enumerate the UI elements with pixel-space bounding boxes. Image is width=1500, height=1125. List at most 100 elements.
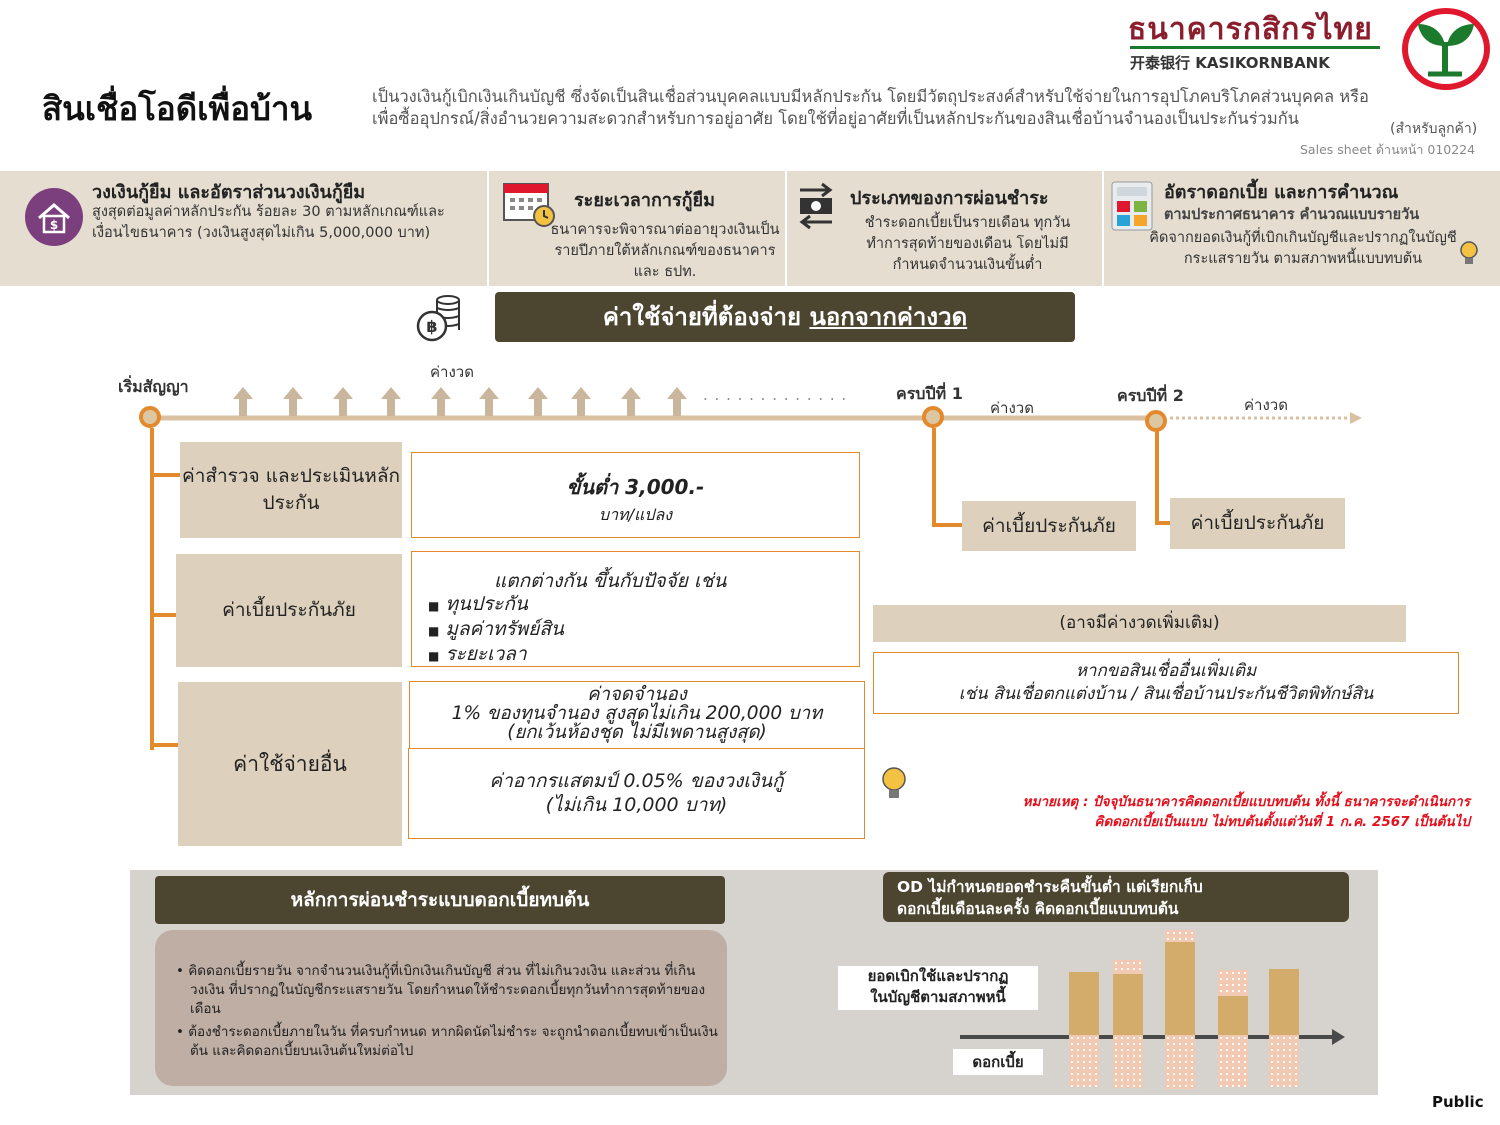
mortgage-fee-rate: 1% ของทุนจำนอง สูงสุดไม่เกิน 200,000 บาท — [451, 703, 823, 724]
extra-installment-header: (อาจมีค่างวดเพิ่มเติม) — [873, 605, 1406, 642]
installment-arrow-icon — [283, 387, 303, 416]
insurance-fee-value-box: แตกต่างกัน ขึ้นกับปัจจัย เช่น ■ ทุนประกั… — [411, 551, 860, 667]
interest-bar — [1165, 930, 1195, 942]
principle-list: • คิดดอกเบี้ยรายวัน จากจำนวนเงินกู้ที่เบ… — [172, 962, 720, 1065]
list-item: ■ มูลค่าทรัพย์สิน — [428, 618, 564, 640]
installment-arrow-icon — [571, 387, 591, 416]
list-item: • ต้องชำระดอกเบี้ยภายในวัน ที่ครบกำหนด ห… — [176, 1024, 718, 1059]
bank-name-divider — [1130, 46, 1380, 49]
bank-name-english: 开泰银行 KASIKORNBANK — [1130, 54, 1330, 72]
year2-label: ครบปีที่ 2 — [1117, 386, 1184, 405]
lightbulb-icon — [878, 766, 910, 804]
od-header-line2: ดอกเบี้ยเดือนละครั้ง คิดดอกเบี้ยแบบทบต้น — [897, 900, 1179, 918]
info-rate-subtitle: ตามประกาศธนาคาร คำนวณแบบรายวัน — [1164, 207, 1420, 223]
info-term-body: ธนาคารจะพิจารณาต่ออายุวงเงินเป็นรายปีภาย… — [550, 222, 780, 280]
balance-label-line2: ในบัญชีตามสภาพหนี้ — [870, 988, 1006, 1006]
balance-label: ยอดเบิกใช้และปรากฏ ในบัญชีตามสภาพหนี้ — [838, 966, 1038, 1010]
mortgage-fee-title: ค่าจดจำนอง — [587, 684, 687, 705]
stamp-duty-rate: ค่าอากรแสตมป์ 0.05% ของวงเงินกู้ — [489, 770, 784, 792]
principle-title: หลักการผ่อนชำระแบบดอกเบี้ยทบต้น — [155, 876, 725, 924]
info-divider — [1102, 171, 1104, 286]
interest-note: หมายเหตุ : ปัจจุบันธนาคารคิดดอกเบี้ยแบบท… — [900, 792, 1470, 832]
info-repayment-title: ประเภทของการผ่อนชำระ — [850, 188, 1049, 209]
survey-fee-value-box: ขั้นต่ำ 3,000.- บาท/แปลง — [411, 452, 860, 538]
section-title: ค่าใช้จ่ายที่ต้องจ่าย — [602, 303, 802, 331]
section-title-underlined: นอกจากค่างวด — [809, 303, 968, 331]
timeline-dots: . . . . . . . . . . . . . — [703, 386, 848, 404]
kasikornbank-logo — [1402, 8, 1490, 90]
extra-installment-line2: เช่น สินเชื่อตกแต่งบ้าน / สินเชื่อบ้านปร… — [958, 684, 1374, 704]
year1-label: ครบปีที่ 1 — [896, 384, 963, 403]
info-term-title: ระยะเวลาการกู้ยืม — [574, 190, 715, 211]
timeline-graphic — [150, 412, 1362, 750]
insurance-fee-label: ค่าเบี้ยประกันภัย — [176, 554, 402, 667]
info-rate-body: คิดจากยอดเงินกู้ที่เบิกเกินบัญชีและปรากฏ… — [1149, 230, 1457, 267]
installment-arrows — [0, 385, 700, 420]
calculator-icon — [1110, 180, 1154, 236]
svg-text:฿: ฿ — [426, 317, 437, 336]
bank-name-thai: ธนาคารกสิกรไทย — [1128, 12, 1373, 47]
sales-sheet-code: Sales sheet ด้านหน้า 010224 — [1300, 142, 1476, 157]
balance-bar — [1113, 974, 1143, 1035]
info-band — [0, 171, 1500, 286]
classification-label: Public — [1432, 1093, 1484, 1111]
info-repayment-body: ชำระดอกเบี้ยเป็นรายเดือน ทุกวันทำการสุดท… — [864, 215, 1071, 273]
product-description: เป็นวงเงินกู้เบิกเงินเกินบัญชี ซึ่งจัดเป… — [372, 87, 1369, 128]
installment-arrow-icon — [621, 387, 641, 416]
balance-bar — [1165, 942, 1195, 1035]
balance-label-line1: ยอดเบิกใช้และปรากฏ — [867, 967, 1009, 985]
stamp-duty-box: ค่าอากรแสตมป์ 0.05% ของวงเงินกู้ (ไม่เกิ… — [408, 748, 865, 839]
extra-installment-line1: หากขอสินเชื่ออื่นเพิ่มเติม — [1075, 661, 1257, 681]
extra-installment-box: หากขอสินเชื่ออื่นเพิ่มเติม เช่น สินเชื่อ… — [873, 652, 1459, 714]
lightbulb-icon — [1457, 240, 1481, 270]
list-item: ■ ระยะเวลา — [428, 643, 527, 665]
list-item: • คิดดอกเบี้ยรายวัน จากจำนวนเงินกู้ที่เบ… — [176, 963, 706, 1017]
coins-icon: ฿ — [412, 292, 464, 348]
svg-text:$: $ — [50, 218, 58, 232]
od-header: OD ไม่กำหนดยอดชำระคืนขั้นต่ำ แต่เรียกเก็… — [883, 872, 1349, 922]
info-divider — [487, 171, 489, 286]
stamp-duty-cap: (ไม่เกิน 10,000 บาท) — [545, 794, 728, 816]
balance-bar — [1069, 972, 1099, 1035]
year2-insurance-box: ค่าเบี้ยประกันภัย — [1170, 498, 1345, 549]
info-rate-title: อัตราดอกเบี้ย และการคำนวณ — [1164, 182, 1399, 203]
house-money-icon: $ — [25, 188, 83, 246]
for-customer-label: (สำหรับลูกค้า) — [1390, 121, 1478, 137]
timeline-node-year1 — [922, 406, 944, 428]
timeline-node-start — [139, 406, 161, 428]
mortgage-fee-box: ค่าจดจำนอง 1% ของทุนจำนอง สูงสุดไม่เกิน … — [409, 681, 865, 749]
survey-fee-value: ขั้นต่ำ 3,000.- — [566, 475, 705, 499]
interest-label: ดอกเบี้ย — [953, 1049, 1043, 1075]
interest-bar — [1113, 1035, 1143, 1088]
mortgage-fee-exception: (ยกเว้นห้องชุด ไม่มีเพดานสูงสุด) — [507, 722, 767, 743]
od-header-line1: OD ไม่กำหนดยอดชำระคืนขั้นต่ำ แต่เรียกเก็… — [897, 878, 1203, 896]
installment-arrow-icon — [528, 387, 548, 416]
installment-arrow-icon — [479, 387, 499, 416]
installment-arrow-icon — [381, 387, 401, 416]
calendar-clock-icon — [502, 178, 556, 232]
installment-arrow-icon — [233, 387, 253, 416]
page-title: สินเชื่อโอดีเพื่อบ้าน — [42, 89, 313, 128]
info-divider — [785, 171, 787, 286]
installment-arrow-icon — [667, 387, 687, 416]
installment-label: ค่างวด — [430, 363, 474, 381]
other-fee-label: ค่าใช้จ่ายอื่น — [178, 682, 402, 846]
survey-fee-unit: บาท/แปลง — [598, 505, 673, 524]
principle-card — [155, 930, 727, 1086]
interest-bar — [1218, 1035, 1248, 1087]
installment-arrow-icon — [333, 387, 353, 416]
insurance-fee-lead: แตกต่างกัน ขึ้นกับปัจจัย เช่น — [494, 570, 727, 592]
interest-bar — [1269, 1035, 1299, 1087]
interest-bar — [1218, 970, 1248, 996]
info-limit-body: สูงสุดต่อมูลค่าหลักประกัน ร้อยละ 30 ตามห… — [92, 204, 445, 241]
contract-start-label: เริ่มสัญญา — [118, 377, 189, 396]
balance-bar — [1269, 969, 1299, 1035]
interest-bar — [1165, 1035, 1195, 1089]
installment-arrow-icon — [431, 387, 451, 416]
interest-note-line1: หมายเหตุ : ปัจจุบันธนาคารคิดดอกเบี้ยแบบท… — [1022, 794, 1470, 810]
leaf-icon — [1418, 24, 1474, 77]
timeline-node-year2 — [1145, 410, 1167, 432]
cash-exchange-icon — [796, 180, 836, 234]
balance-bar — [1218, 996, 1248, 1035]
year1-installment-label: ค่างวด — [990, 399, 1034, 417]
